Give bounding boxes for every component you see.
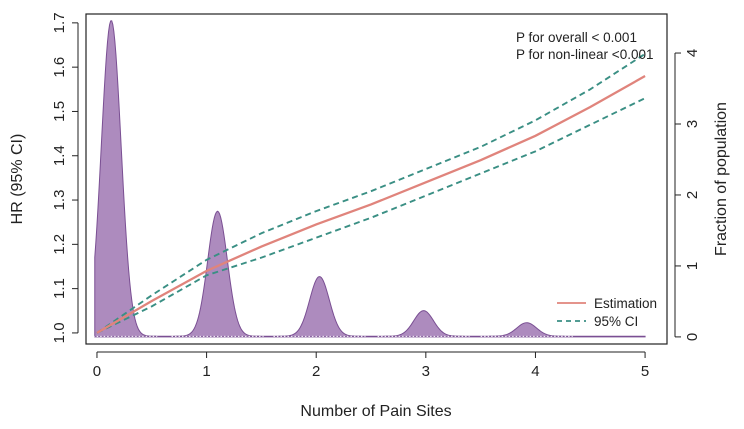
lines-layer bbox=[96, 53, 646, 334]
y-axis-title: HR (95% CI) bbox=[9, 134, 26, 225]
y-tick-label: 1.3 bbox=[51, 190, 68, 211]
density-layer bbox=[65, 20, 646, 338]
y-tick-label: 1.5 bbox=[51, 101, 68, 122]
series-upper-95-ci bbox=[96, 53, 646, 334]
y2-axis-title: Fraction of population bbox=[713, 102, 730, 256]
y2-tick-label: 4 bbox=[684, 49, 701, 57]
series-estimation bbox=[96, 75, 646, 334]
p-nonlinear-annotation: P for non-linear <0.001 bbox=[516, 47, 653, 62]
y-tick-label: 1.0 bbox=[51, 322, 68, 343]
y2-tick-label: 0 bbox=[684, 333, 701, 341]
y-tick-label: 1.2 bbox=[51, 234, 68, 255]
axes-layer: 0 1 2 3 4 5 1.0 1.1 1.2 1.3 1.4 1.5 1.6 1.7 0 1 2 3 4 bbox=[51, 12, 701, 380]
y2-tick-label: 1 bbox=[684, 262, 701, 270]
y-tick-label: 1.1 bbox=[51, 278, 68, 299]
y-tick-label: 1.7 bbox=[51, 12, 68, 33]
legend-label-estimation: Estimation bbox=[594, 296, 657, 311]
x-tick-label: 5 bbox=[641, 363, 649, 380]
y-tick-label: 1.6 bbox=[51, 57, 68, 78]
x-tick-label: 4 bbox=[531, 363, 539, 380]
x-axis-title: Number of Pain Sites bbox=[300, 403, 451, 420]
x-tick-label: 0 bbox=[93, 363, 101, 380]
y-tick-label: 1.4 bbox=[51, 145, 68, 166]
legend: Estimation 95% CI bbox=[557, 296, 657, 329]
p-overall-annotation: P for overall < 0.001 bbox=[516, 30, 637, 45]
plot-frame bbox=[85, 13, 668, 345]
x-tick-label: 3 bbox=[422, 363, 430, 380]
series-lower-95-ci bbox=[96, 97, 646, 334]
x-tick-label: 2 bbox=[312, 363, 320, 380]
y2-tick-label: 2 bbox=[684, 191, 701, 199]
y2-tick-label: 3 bbox=[684, 120, 701, 128]
x-tick-label: 1 bbox=[202, 363, 210, 380]
legend-label-ci: 95% CI bbox=[594, 314, 638, 329]
